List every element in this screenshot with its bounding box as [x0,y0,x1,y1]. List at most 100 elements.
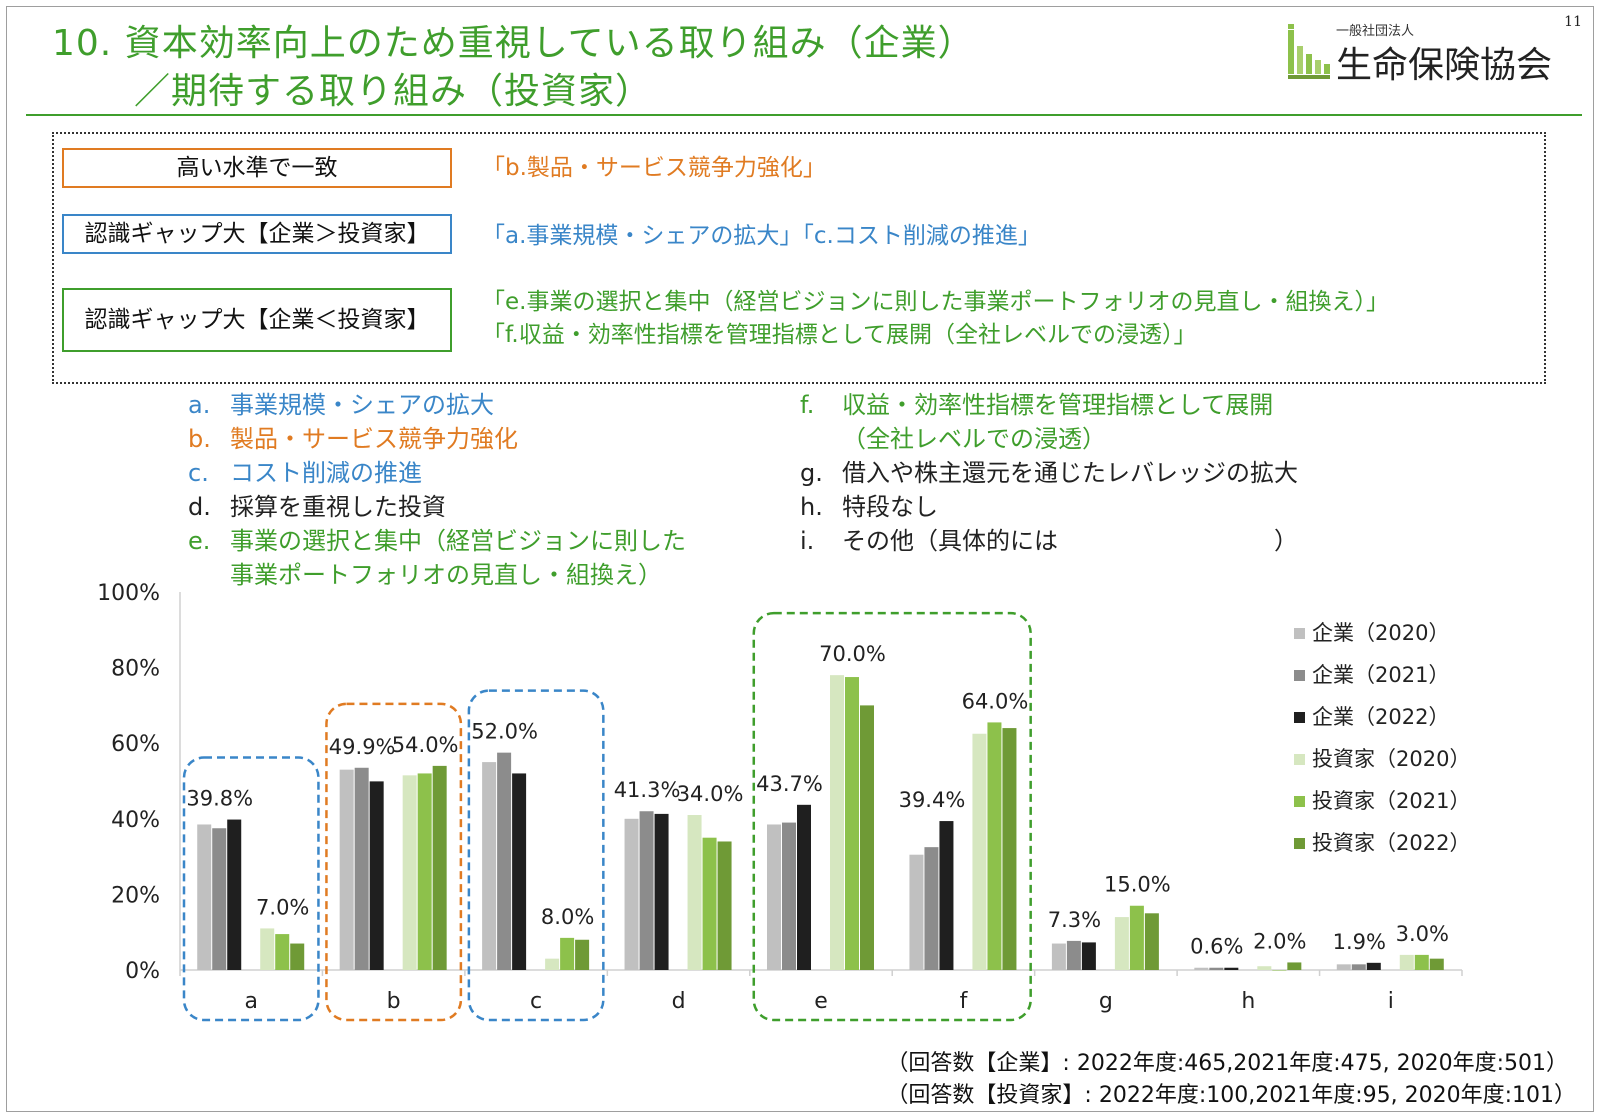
bar [797,804,811,970]
bar [987,722,1002,970]
data-label: 64.0% [962,689,1029,713]
legend-label: 企業（2022） [1312,705,1449,729]
summary-desc-line: 「e.事業の選択と集中（経営ビジョンに則した事業ポートフォリオの見直し・組換え）… [482,289,1389,315]
bar [1144,913,1159,970]
summary-box: 高い水準で一致 「b.製品・サービス競争力強化」 認識ギャップ大【企業＞投資家】… [52,132,1546,384]
bar [639,811,654,970]
page-number: 11 [1564,14,1582,30]
response-count-notes: （回答数【企業】: 2022年度:465,2021年度:475, 2020年度:… [886,1048,1576,1112]
data-label: 7.0% [256,895,309,919]
bar [717,841,732,970]
legend-swatch [1294,670,1305,681]
x-tick-label: c [530,989,542,1014]
summary-desc-gap-investor: 「e.事業の選択と集中（経営ビジョンに則した事業ポートフォリオの見直し・組換え）… [482,286,1389,352]
bar [275,934,290,970]
bar [1414,954,1429,970]
bar [1429,958,1444,970]
y-tick-label: 20% [111,883,160,908]
legend-label: 投資家（2020） [1312,747,1470,771]
category-legend-item: 事業ポートフォリオの見直し・組換え） [230,561,662,589]
data-label: 1.9% [1333,930,1386,954]
legend-swatch [1294,796,1305,807]
bar [290,943,305,970]
logo-bars-icon [1288,24,1330,79]
data-label: 54.0% [392,733,459,757]
bar [545,958,560,970]
legend-swatch [1294,754,1305,765]
data-label: 70.0% [819,642,886,666]
x-tick-label: a [244,989,257,1014]
organization-logo: 一般社団法人 生命保険協会 [1288,20,1552,86]
y-tick-label: 40% [111,808,160,833]
bar [227,819,242,970]
bar [1287,962,1302,970]
bar [702,837,717,970]
bar [860,705,874,970]
data-label: 2.0% [1253,929,1306,953]
y-tick-label: 80% [111,657,160,682]
category-legend-item: g. 借入や株主還元を通じたレバレッジの拡大 [800,459,1298,487]
bar [575,939,590,970]
category-legend-item: i. その他（具体的には ） [800,527,1298,555]
legend-label: 投資家（2022） [1312,831,1470,855]
bar [624,818,639,970]
category-legend-item: h. 特段なし [800,493,938,521]
category-legend-item: c. コスト削減の推進 [188,459,422,487]
bar [497,752,512,970]
bar [260,928,275,970]
summary-desc-line: 「b.製品・サービス競争力強化」 [482,155,826,181]
bar [1066,940,1081,970]
bar [212,828,227,970]
bar [924,847,939,970]
bar [339,769,354,970]
data-label: 39.8% [186,787,253,811]
bar [1209,967,1224,970]
bar [1257,966,1272,970]
bar [909,854,924,970]
bar [782,822,796,970]
data-label: 8.0% [541,905,594,929]
bar [1399,954,1414,970]
bar [432,765,447,970]
bar [512,773,527,970]
legend-swatch [1294,838,1305,849]
bar [369,781,384,970]
y-tick-label: 60% [111,732,160,757]
bar [687,815,702,970]
data-label: 49.9% [329,735,396,759]
bar [767,824,781,970]
bar [1194,967,1209,970]
legend-label: 投資家（2021） [1312,789,1470,813]
data-label: 34.0% [677,782,744,806]
legend-swatch [1294,628,1305,639]
logo-subtitle: 一般社団法人 [1336,24,1415,39]
data-label: 0.6% [1190,935,1243,959]
title-divider [26,114,1582,116]
data-label: 3.0% [1396,922,1449,946]
data-label: 39.4% [899,788,966,812]
bar [1272,970,1287,971]
bar [1129,905,1144,970]
slide-title: 10. 資本効率向上のため重視している取り組み（企業） ／期待する取り組み（投資… [52,20,975,116]
x-tick-label: h [1241,989,1255,1014]
category-legend-item: f. 収益・効率性指標を管理指標として展開 [800,391,1274,419]
y-tick-label: 0% [125,959,160,984]
note-company: （回答数【企業】: 2022年度:465,2021年度:475, 2020年度:… [886,1051,1568,1076]
bar [654,813,669,970]
highlight-box [182,756,320,1022]
bar [845,677,859,970]
x-tick-label: d [672,989,686,1014]
category-legend-item: d. 採算を重視した投資 [188,493,446,521]
slide-frame [6,6,1594,1112]
x-tick-label: b [387,989,401,1014]
category-legend-item: e. 事業の選択と集中（経営ビジョンに則した [188,527,686,555]
x-tick-label: f [960,989,969,1014]
bar [197,824,212,970]
bar [1351,964,1366,970]
summary-desc-line: 「a.事業規模・シェアの拡大」「c.コスト削減の推進」 [482,223,1041,249]
bar [1366,962,1381,970]
category-legend-left: a. 事業規模・シェアの拡大 b. 製品・サービス競争力強化 c. コスト削減の推進 … [188,388,686,592]
summary-desc-match: 「b.製品・サービス競争力強化」 [482,152,826,185]
bar [1081,942,1096,970]
